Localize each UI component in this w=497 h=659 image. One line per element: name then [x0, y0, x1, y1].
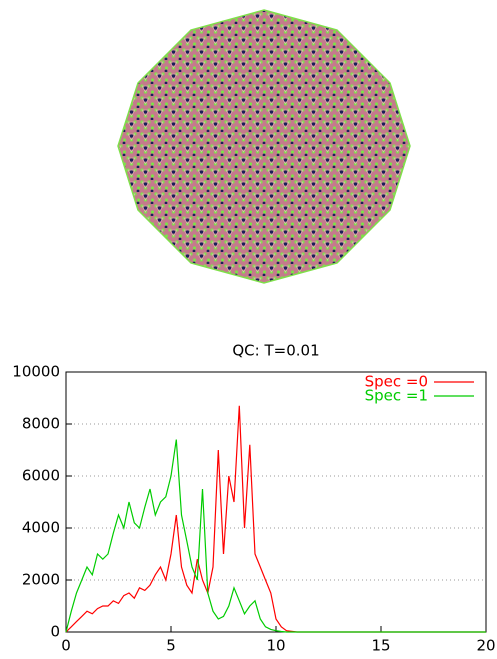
legend-label: Spec =1: [365, 387, 428, 405]
plot-frame: [65, 371, 487, 633]
y-tick-label: 4000: [22, 519, 60, 537]
x-tick-label: 5: [166, 637, 176, 655]
y-tick-label: 2000: [22, 571, 60, 589]
series-line: [65, 405, 486, 633]
legend-label: Spec =0: [365, 373, 428, 391]
chart-title: QC: T=0.01: [232, 342, 319, 360]
x-tick-label: 20: [476, 637, 495, 655]
y-tick-label: 10000: [12, 363, 60, 381]
x-tick-label: 15: [371, 637, 390, 655]
x-tick-label: 10: [266, 637, 285, 655]
series-line: [65, 439, 486, 633]
y-tick-label: 6000: [22, 467, 60, 485]
y-tick-label: 8000: [22, 415, 60, 433]
x-tick-label: 0: [61, 637, 71, 655]
quasicrystal-image: [117, 9, 411, 284]
y-tick-label: 0: [50, 623, 60, 641]
